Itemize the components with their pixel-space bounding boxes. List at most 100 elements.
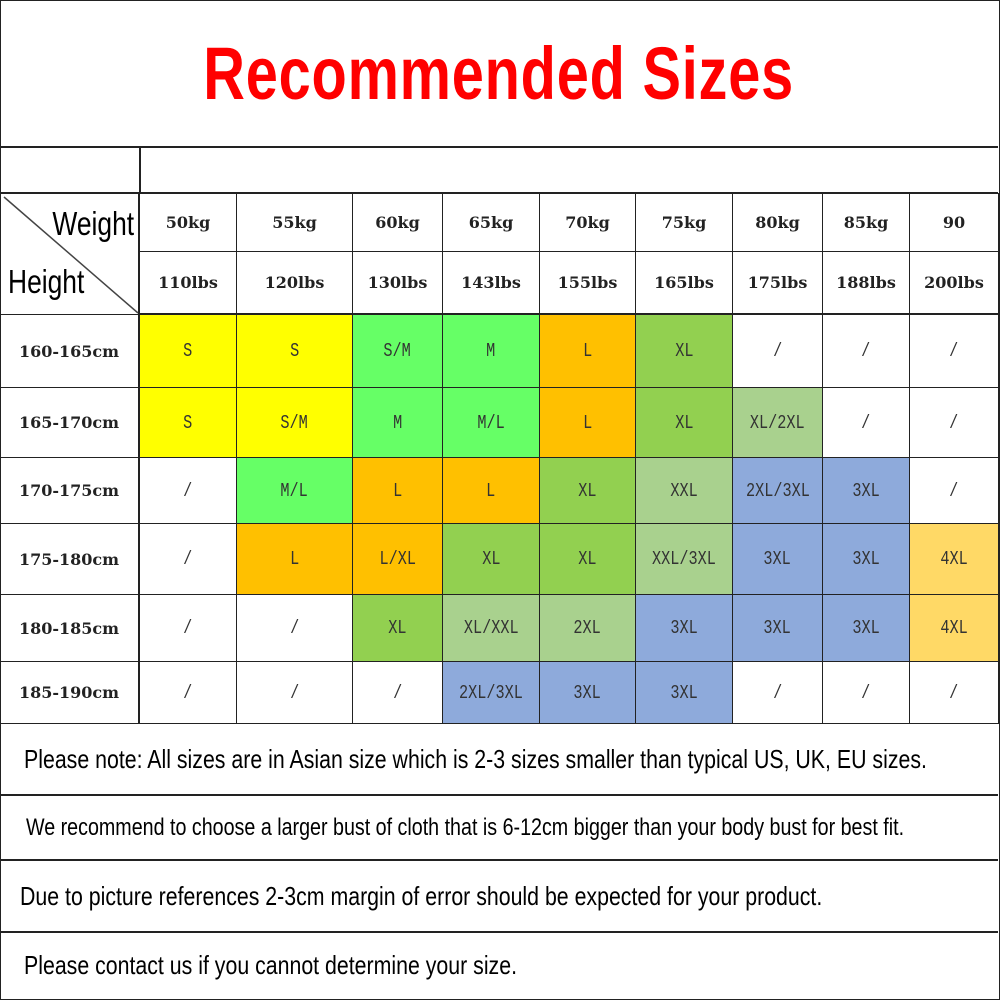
weight-kg-header-text: 50kg bbox=[165, 212, 211, 232]
blank-row bbox=[0, 147, 998, 194]
size-cell: M bbox=[443, 315, 540, 388]
size-cell-text: 3XL bbox=[670, 681, 698, 704]
size-cell-text: / bbox=[949, 340, 959, 362]
size-cell: 3XL bbox=[823, 595, 910, 662]
note-row: Due to picture references 2-3cm margin o… bbox=[0, 861, 998, 933]
size-cell-text: M bbox=[486, 340, 496, 362]
weight-label: Weight bbox=[52, 205, 134, 242]
size-cell: / bbox=[910, 662, 999, 724]
size-cell-text: / bbox=[289, 617, 300, 639]
size-cell-text: 3XL bbox=[573, 681, 602, 704]
title-row: Recommended Sizes bbox=[0, 0, 998, 148]
height-header-text: 180-185cm bbox=[18, 618, 120, 638]
height-header: 165-170cm bbox=[0, 388, 140, 458]
weight-kg-header: 90 bbox=[910, 193, 999, 252]
size-cell: 3XL bbox=[733, 524, 823, 595]
size-cell-text: XL bbox=[481, 548, 501, 570]
size-cell: L/XL bbox=[353, 524, 443, 595]
size-cell: / bbox=[910, 315, 999, 388]
size-cell-text: L bbox=[392, 479, 403, 502]
height-header: 175-180cm bbox=[0, 524, 140, 595]
size-cell-text: L bbox=[582, 340, 593, 362]
weight-kg-header-text: 55kg bbox=[272, 212, 317, 232]
height-header-text: 185-190cm bbox=[18, 683, 120, 702]
size-cell-text: / bbox=[949, 411, 959, 434]
size-cell: XL/2XL bbox=[733, 388, 823, 458]
size-cell: / bbox=[140, 595, 237, 662]
size-cell: 3XL bbox=[636, 595, 733, 662]
note-text: We recommend to choose a larger bust of … bbox=[26, 813, 905, 841]
size-cell-text: XL bbox=[674, 340, 694, 362]
size-cell-text: XL bbox=[674, 411, 694, 434]
size-cell-text: 3XL bbox=[763, 617, 792, 639]
weight-kg-header-text: 75kg bbox=[661, 212, 707, 232]
weight-lbs-header-text: 143lbs bbox=[461, 273, 521, 292]
size-cell: XL/XXL bbox=[443, 595, 540, 662]
size-cell-text: 3XL bbox=[670, 617, 698, 639]
size-cell-text: L/XL bbox=[379, 548, 416, 570]
weight-lbs-header-text: 188lbs bbox=[836, 273, 896, 292]
size-cell: / bbox=[140, 458, 237, 524]
size-cell-text: XL/XXL bbox=[463, 617, 519, 639]
size-cell: / bbox=[910, 388, 999, 458]
size-cell: / bbox=[237, 595, 353, 662]
size-cell: 3XL bbox=[823, 524, 910, 595]
size-cell: / bbox=[140, 662, 237, 724]
size-cell: L bbox=[540, 388, 636, 458]
size-cell: 2XL/3XL bbox=[443, 662, 540, 724]
size-cell: L bbox=[540, 315, 636, 388]
size-cell-text: 2XL/3XL bbox=[745, 479, 810, 502]
height-header: 160-165cm bbox=[0, 315, 140, 388]
size-cell-text: S bbox=[289, 340, 300, 362]
size-cell: XXL bbox=[636, 458, 733, 524]
size-cell-text: XXL bbox=[670, 479, 698, 502]
size-cell-text: / bbox=[183, 479, 193, 502]
weight-lbs-header: 200lbs bbox=[910, 252, 999, 315]
height-header: 180-185cm bbox=[0, 595, 140, 662]
size-cell-text: / bbox=[183, 681, 193, 704]
note-text: Due to picture references 2-3cm margin o… bbox=[20, 880, 823, 911]
height-header-text: 165-170cm bbox=[18, 413, 120, 432]
weight-kg-header: 80kg bbox=[733, 193, 823, 252]
note-row: Please contact us if you cannot determin… bbox=[0, 933, 998, 998]
size-cell: XL bbox=[540, 458, 636, 524]
size-cell-text: S/M bbox=[280, 411, 309, 434]
size-cell-text: / bbox=[772, 340, 783, 362]
size-cell: 4XL bbox=[910, 595, 999, 662]
size-cell-text: 3XL bbox=[763, 548, 792, 570]
size-cell: S/M bbox=[237, 388, 353, 458]
size-cell-text: 3XL bbox=[852, 479, 880, 502]
size-cell-text: XL bbox=[388, 617, 407, 639]
size-cell: 3XL bbox=[540, 662, 636, 724]
size-cell: S/M bbox=[353, 315, 443, 388]
size-cell: XXL/3XL bbox=[636, 524, 733, 595]
weight-kg-header-text: 65kg bbox=[468, 212, 514, 232]
size-cell-text: M bbox=[392, 411, 403, 434]
size-cell: / bbox=[353, 662, 443, 724]
note-text: Please note: All sizes are in Asian size… bbox=[24, 743, 927, 774]
height-header-text: 175-180cm bbox=[18, 549, 120, 569]
size-cell: M/L bbox=[237, 458, 353, 524]
height-label: Height bbox=[8, 263, 85, 300]
weight-kg-header-text: 60kg bbox=[375, 212, 420, 232]
size-cell-text: XL/2XL bbox=[750, 411, 805, 434]
size-cell-text: / bbox=[289, 681, 300, 704]
size-cell-text: / bbox=[861, 340, 871, 362]
size-cell: M bbox=[353, 388, 443, 458]
size-cell-text: L bbox=[582, 411, 593, 434]
size-cell-text: M/L bbox=[477, 411, 505, 434]
size-cell-text: / bbox=[772, 681, 783, 704]
weight-kg-header: 50kg bbox=[140, 193, 237, 252]
weight-lbs-header-text: 155lbs bbox=[557, 273, 618, 292]
height-header: 185-190cm bbox=[0, 662, 140, 724]
size-cell: / bbox=[823, 315, 910, 388]
size-cell-text: 4XL bbox=[940, 617, 968, 639]
size-cell-text: L bbox=[486, 479, 496, 502]
weight-lbs-header: 165lbs bbox=[636, 252, 733, 315]
size-cell-text: 4XL bbox=[940, 548, 968, 570]
size-cell: / bbox=[823, 388, 910, 458]
weight-kg-header-text: 70kg bbox=[565, 212, 610, 232]
size-cell: 2XL bbox=[540, 595, 636, 662]
size-cell-text: L bbox=[289, 548, 300, 570]
weight-lbs-header-text: 110lbs bbox=[158, 273, 218, 292]
